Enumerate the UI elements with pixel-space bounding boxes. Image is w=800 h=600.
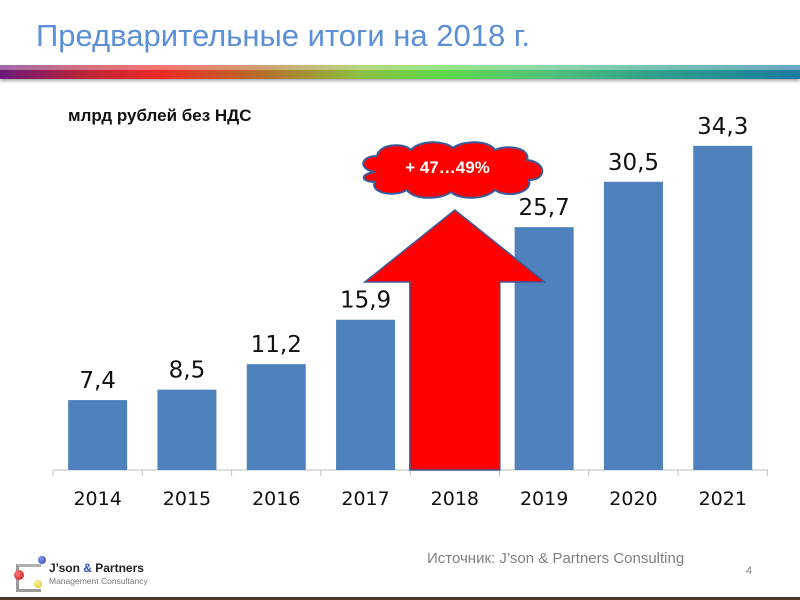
data-label-2020: 30,5 [608,150,659,176]
blue-dot-icon [38,556,46,564]
logo-ampersand: & [83,561,92,575]
category-label-2014: 2014 [73,488,121,510]
category-label-2019: 2019 [520,488,568,510]
bar-2016 [246,364,306,470]
yellow-dot-icon [34,580,42,588]
bar-2014 [68,400,128,470]
logo-subtitle: Management Consultancy [49,576,148,586]
bar-2019 [514,227,574,470]
logo-name: J’son & Partners [49,561,144,575]
rainbow-divider [0,65,800,79]
category-label-2018: 2018 [431,488,479,510]
bar-2021 [693,145,753,471]
category-label-2020: 2020 [609,488,657,510]
data-label-2016: 11,2 [251,332,302,358]
page-number: 4 [746,565,753,577]
category-label-2016: 2016 [252,488,300,510]
category-label-2017: 2017 [341,488,389,510]
category-label-2015: 2015 [163,488,211,510]
red-dot-icon [14,570,24,580]
data-label-2014: 7,4 [79,368,116,394]
data-label-2019: 25,7 [519,195,570,221]
growth-arrow-icon [362,209,547,471]
bar-2017 [336,319,396,470]
logo-name-part1: J’son [49,561,84,575]
callout-text: + 47…49% [405,158,490,177]
data-label-2017: 15,9 [340,288,391,314]
category-label-2021: 2021 [699,488,747,510]
source-note: Источник: J’son & Partners Consulting [427,550,685,567]
bar-2020 [603,181,663,470]
data-label-2021: 34,3 [697,114,748,140]
data-label-2015: 8,5 [169,358,206,384]
slide-title: Предварительные итоги на 2018 г. [36,18,530,53]
bar-2015 [157,389,217,470]
logo-name-part2: Partners [91,561,144,575]
footer-divider [0,597,800,600]
unit-label: млрд рублей без НДС [68,106,252,125]
callout-cloud-icon [362,141,544,199]
company-logo: J’son & Partners Management Consultancy [14,556,174,592]
